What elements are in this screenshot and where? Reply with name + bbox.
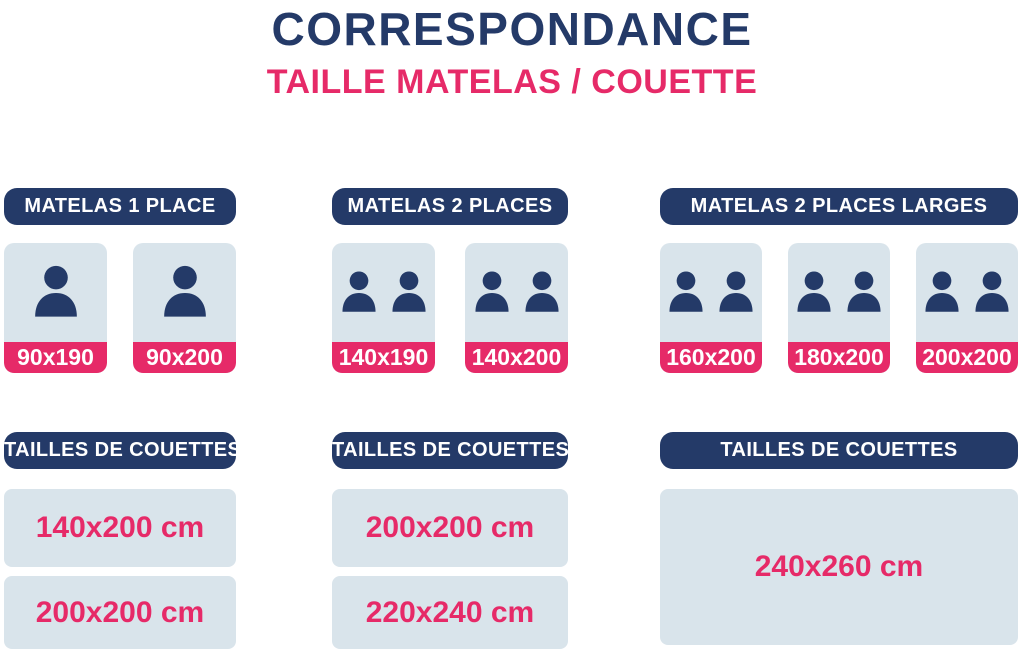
person-icon	[34, 265, 77, 317]
mattress-size-label: 180x200	[788, 342, 890, 373]
page-header: CORRESPONDANCE TAILLE MATELAS / COUETTE	[0, 0, 1024, 102]
person-icon	[391, 270, 426, 312]
mattress-card: 90x200	[133, 243, 236, 373]
duvet-size-box: 220x240 cm	[332, 576, 568, 649]
person-icon	[524, 270, 559, 312]
person-icon	[797, 270, 831, 312]
mattress-size-label: 140x190	[332, 342, 435, 373]
mattress-size-label: 160x200	[660, 342, 762, 373]
mattress-card: 140x200	[465, 243, 568, 373]
occupant-icons	[332, 243, 435, 342]
mattress-size-label: 90x190	[4, 342, 107, 373]
mattress-category-badge: MATELAS 1 PLACE	[4, 188, 236, 225]
column-matelas-1-place: MATELAS 1 PLACE 90x190 90x200 TAILLES DE…	[4, 188, 241, 649]
mattress-cards-row: 140x190 140x200	[332, 243, 568, 373]
mattress-size-label: 200x200	[916, 342, 1018, 373]
duvet-size-box: 140x200 cm	[4, 489, 236, 567]
person-icon	[669, 270, 703, 312]
column-matelas-2-places: MATELAS 2 PLACES 140x190 140x200 TAILLES…	[332, 188, 569, 649]
occupant-icons	[4, 243, 107, 342]
mattress-size-label: 90x200	[133, 342, 236, 373]
mattress-card: 90x190	[4, 243, 107, 373]
duvet-sizes-badge: TAILLES DE COUETTES	[332, 432, 569, 469]
duvet-size-box: 200x200 cm	[332, 489, 568, 567]
mattress-cards-row: 160x200 180x200 200x200	[660, 243, 1018, 373]
occupant-icons	[916, 243, 1018, 342]
occupant-icons	[133, 243, 236, 342]
duvet-sizes-badge: TAILLES DE COUETTES	[4, 432, 241, 469]
person-icon	[975, 270, 1009, 312]
mattress-card: 160x200	[660, 243, 762, 373]
page-title: CORRESPONDANCE	[271, 3, 753, 55]
mattress-card: 180x200	[788, 243, 890, 373]
page-subtitle: TAILLE MATELAS / COUETTE	[266, 63, 758, 101]
occupant-icons	[465, 243, 568, 342]
duvet-size-box: 200x200 cm	[4, 576, 236, 649]
column-matelas-2-places-larges: MATELAS 2 PLACES LARGES 160x200 180x200 …	[660, 188, 1018, 645]
person-icon	[847, 270, 881, 312]
occupant-icons	[788, 243, 890, 342]
duvet-size-box: 240x260 cm	[660, 489, 1018, 645]
mattress-card: 140x190	[332, 243, 435, 373]
person-icon	[719, 270, 753, 312]
mattress-category-badge: MATELAS 2 PLACES	[332, 188, 568, 225]
mattress-size-label: 140x200	[465, 342, 568, 373]
occupant-icons	[660, 243, 762, 342]
person-icon	[925, 270, 959, 312]
mattress-cards-row: 90x190 90x200	[4, 243, 236, 373]
duvet-sizes-badge: TAILLES DE COUETTES	[660, 432, 1018, 469]
person-icon	[163, 265, 206, 317]
mattress-card: 200x200	[916, 243, 1018, 373]
mattress-category-badge: MATELAS 2 PLACES LARGES	[660, 188, 1018, 225]
person-icon	[474, 270, 509, 312]
person-icon	[341, 270, 376, 312]
